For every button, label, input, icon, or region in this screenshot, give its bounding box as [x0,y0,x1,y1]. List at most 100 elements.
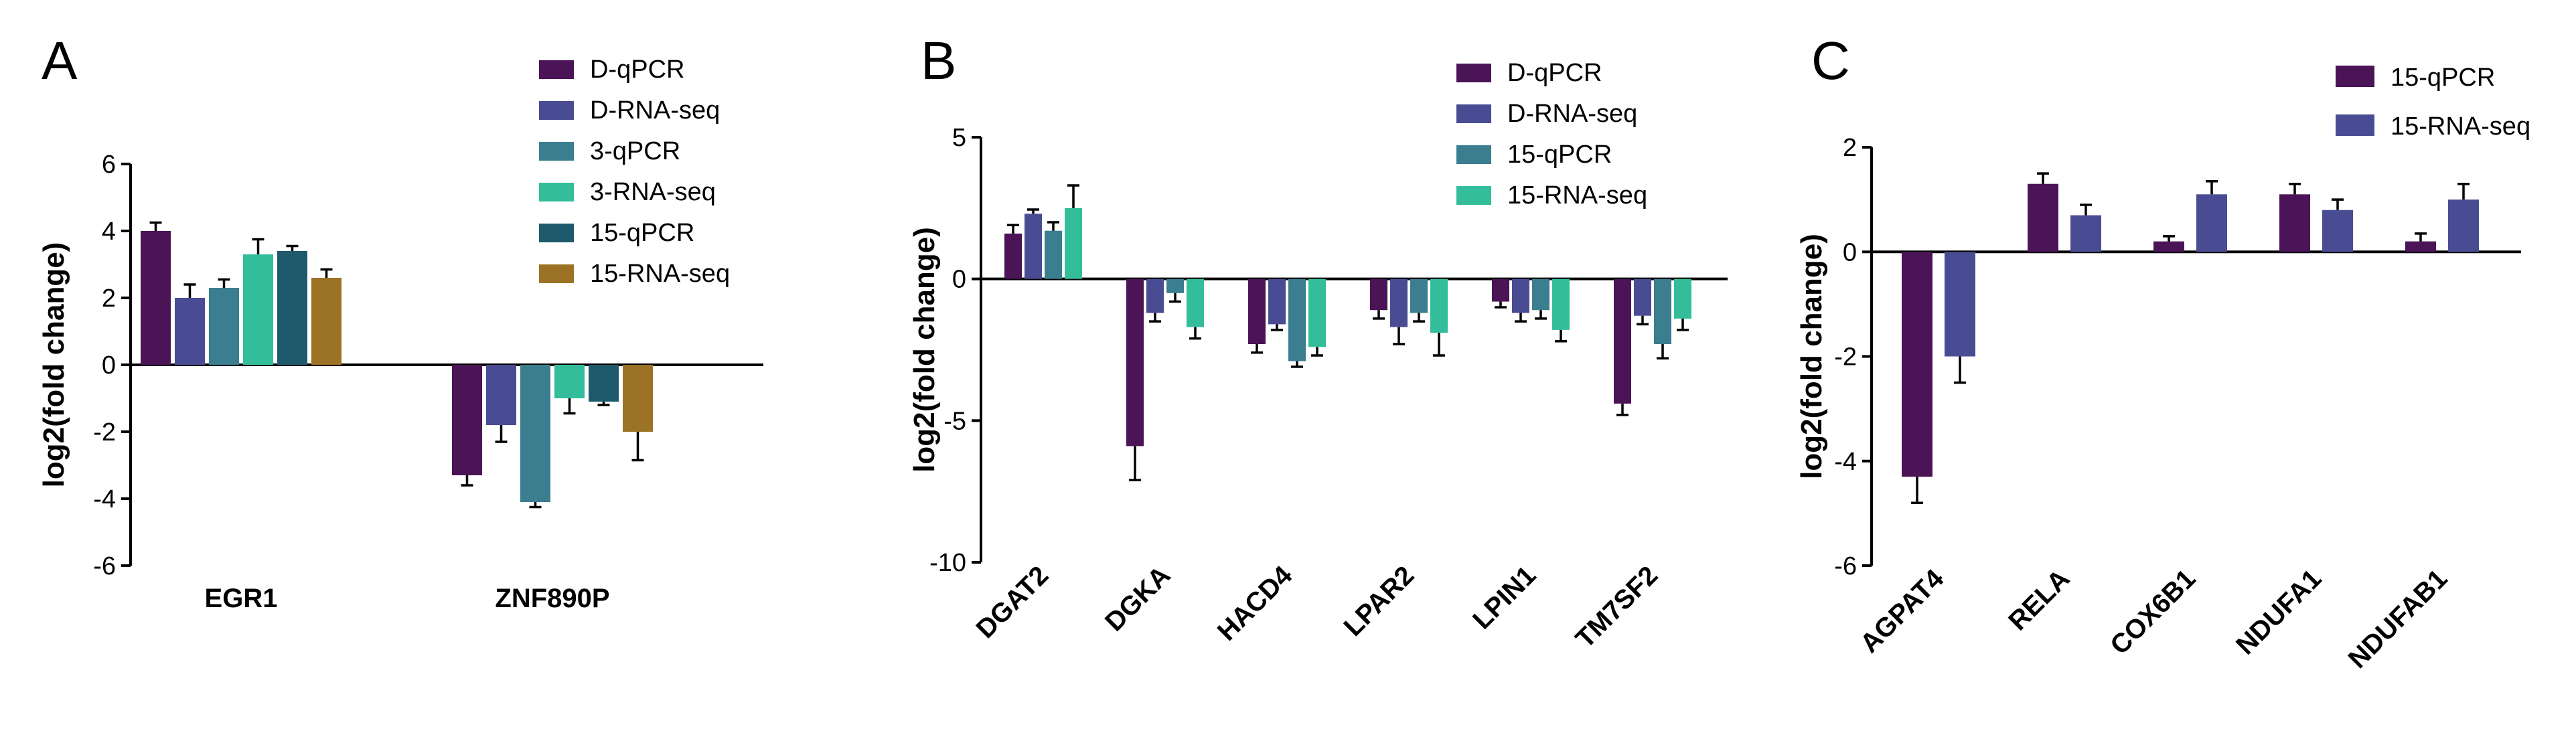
legend-swatch [539,224,574,242]
bar-15-RNA-seq-EGR1 [311,278,342,365]
legend-entry: 15-RNA-seq [590,260,730,288]
bar-15-RNA-seq-AGPAT4 [1945,252,1975,357]
bar-D-RNA-seq-EGR1 [175,298,205,365]
y-axis-label: log2(fold change) [1795,234,1828,479]
legend-swatch [1456,104,1491,123]
legend: 15-qPCR 15-RNA-seq [2336,64,2530,141]
legend-entry: D-qPCR [1507,59,1602,87]
y-tick-label: -4 [93,485,116,513]
panel-letter: C [1811,31,1850,90]
bar-D-RNA-seq-TM7SF2 [1634,278,1651,316]
bar-15-qPCR-LPAR2 [1410,278,1428,313]
y-tick-label: 0 [102,351,116,380]
bar-15-RNA-seq-LPAR2 [1430,278,1448,333]
legend-swatch [539,60,574,79]
x-category-label: NDUFA1 [2230,564,2327,660]
x-category-label: DGKA [1100,560,1176,637]
bar-15-RNA-seq-ZNF890P [623,365,653,432]
bar-15-qPCR-DGAT2 [1045,230,1062,279]
bar-D-RNA-seq-HACD4 [1268,278,1286,325]
bar-D-RNA-seq-DGKA [1146,278,1164,313]
bar-15-qPCR-HACD4 [1288,278,1306,361]
legend-entry: 15-RNA-seq [2391,112,2530,141]
bar-D-qPCR-ZNF890P [452,365,482,475]
bar-D-qPCR-DGKA [1126,278,1144,446]
panel-letter: A [42,31,78,90]
bar-3-qPCR-EGR1 [209,288,239,365]
y-tick-label: -6 [93,552,116,580]
y-tick-label: -2 [93,418,116,446]
bar-15-qPCR-DGKA [1166,278,1184,293]
bar-15-qPCR-NDUFAB1 [2405,241,2436,252]
bar-15-qPCR-NDUFA1 [2279,194,2310,252]
x-category-label: AGPAT4 [1855,564,1950,659]
bar-15-RNA-seq-DGAT2 [1065,208,1082,279]
legend-swatch [2336,66,2374,87]
x-category-label: LPAR2 [1339,560,1420,642]
legend-swatch [2336,114,2374,136]
bar-D-qPCR-DGAT2 [1004,233,1022,279]
y-tick-label: 6 [102,151,116,179]
bar-3-RNA-seq-EGR1 [243,254,273,365]
bar-15-RNA-seq-HACD4 [1308,278,1326,347]
bar-D-qPCR-TM7SF2 [1614,278,1631,404]
y-tick-label: -5 [943,407,966,435]
y-tick-label: 5 [952,124,966,152]
bar-15-qPCR-LPIN1 [1532,278,1549,311]
legend-swatch [539,101,574,120]
bar-15-qPCR-TM7SF2 [1654,278,1671,345]
y-tick-label: 0 [1843,238,1857,266]
legend-entry: 15-qPCR [590,219,694,247]
legend-swatch [539,264,574,283]
legend-entry: 3-RNA-seq [590,178,716,206]
legend-entry: 3-qPCR [590,137,680,165]
bar-3-RNA-seq-ZNF890P [554,365,585,398]
legend-swatch [539,183,574,201]
y-tick-label: -10 [929,549,966,577]
bar-D-RNA-seq-LPIN1 [1512,278,1529,313]
legend-swatch [1456,64,1491,82]
bar-15-RNA-seq-NDUFAB1 [2448,199,2479,252]
y-axis-label: log2(fold change) [908,227,941,473]
legend-swatch [1456,186,1491,205]
bar-D-qPCR-HACD4 [1248,278,1266,345]
bar-15-qPCR-ZNF890P [589,365,619,402]
bar-D-qPCR-EGR1 [141,231,171,365]
legend: D-qPCR D-RNA-seq 15-qPCR 15-RNA-seq [1456,59,1647,210]
bar-15-RNA-seq-TM7SF2 [1674,278,1691,319]
x-category-label: COX6B1 [2105,564,2201,660]
bar-3-qPCR-ZNF890P [520,365,550,502]
bar-15-RNA-seq-LPIN1 [1552,278,1570,330]
y-tick-label: 2 [102,284,116,313]
x-category-label: ZNF890P [495,584,609,613]
y-axis-label: log2(fold change) [37,242,70,488]
bar-15-qPCR-AGPAT4 [1902,252,1933,477]
bar-D-RNA-seq-ZNF890P [486,365,516,425]
bar-D-RNA-seq-LPAR2 [1390,278,1408,327]
x-category-label: TM7SF2 [1570,560,1664,654]
bar-D-qPCR-LPIN1 [1492,278,1509,302]
legend-entry: D-RNA-seq [1507,100,1637,128]
y-tick-label: -2 [1834,343,1857,372]
x-category-label: EGR1 [205,584,278,613]
bar-15-qPCR-COX6B1 [2153,241,2184,252]
legend: D-qPCR D-RNA-seq 3-qPCR 3-RNA-seq 15-qPCR 15-… [539,56,730,288]
legend-entry: 15-qPCR [1507,141,1612,169]
legend-swatch [1456,145,1491,164]
legend-entry: D-qPCR [590,56,684,84]
y-tick-label: 2 [1843,134,1857,162]
x-category-label: DGAT2 [970,560,1054,644]
bar-15-RNA-seq-DGKA [1187,278,1204,327]
panel-letter: B [921,31,956,90]
legend-swatch [539,142,574,161]
legend-entry: D-RNA-seq [590,96,720,125]
y-tick-label: -6 [1834,552,1857,580]
bar-15-RNA-seq-NDUFA1 [2322,210,2353,252]
bar-15-RNA-seq-COX6B1 [2196,194,2227,252]
bar-15-RNA-seq-RELA [2070,215,2101,252]
x-category-label: NDUFAB1 [2343,564,2453,674]
